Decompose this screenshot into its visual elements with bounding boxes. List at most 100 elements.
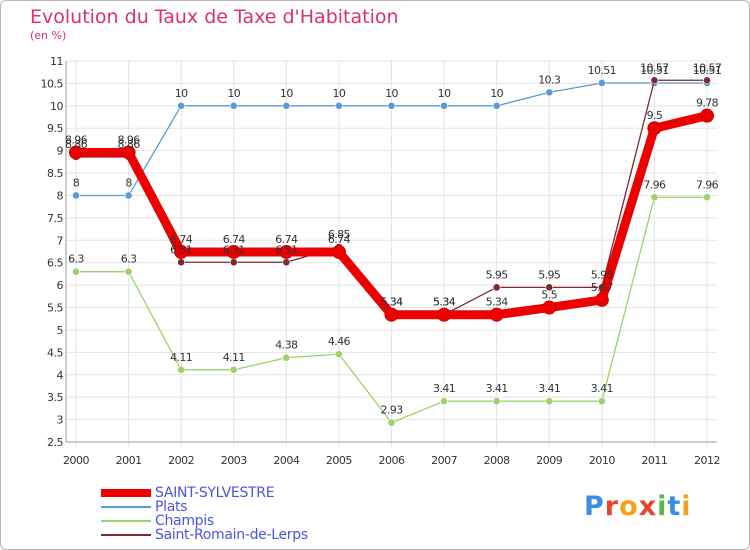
data-label: 5.95 xyxy=(591,268,614,281)
y-tick-label: 10 xyxy=(50,100,63,113)
legend-swatch xyxy=(101,489,151,497)
data-label: 10.57 xyxy=(640,61,669,74)
data-point xyxy=(124,191,133,200)
data-point xyxy=(387,101,396,110)
data-label: 10 xyxy=(490,87,503,100)
data-label: 7.96 xyxy=(696,178,719,191)
x-tick-label: 2003 xyxy=(221,454,247,467)
data-label: 6.74 xyxy=(275,233,298,246)
x-tick-label: 2001 xyxy=(116,454,142,467)
data-point xyxy=(72,267,80,276)
data-point xyxy=(440,101,448,110)
y-tick-label: 11 xyxy=(50,55,63,68)
data-point xyxy=(594,292,609,307)
data-label: 6.85 xyxy=(328,228,351,241)
data-label: 6.51 xyxy=(275,243,297,256)
data-label: 6.51 xyxy=(170,243,192,256)
logo-letter: x xyxy=(638,491,658,522)
y-tick-label: 9 xyxy=(57,145,64,158)
data-label: 10 xyxy=(227,87,240,100)
y-tick-label: 7.5 xyxy=(47,212,63,225)
data-point xyxy=(282,101,291,110)
data-point xyxy=(177,365,186,374)
data-point xyxy=(229,258,238,267)
data-label: 5.34 xyxy=(486,296,509,309)
data-label: 10 xyxy=(175,87,188,100)
data-point xyxy=(282,258,291,267)
y-tick-label: 10.5 xyxy=(41,77,64,90)
data-label: 4.46 xyxy=(328,335,351,348)
y-tick-label: 4.5 xyxy=(47,346,63,359)
x-tick-label: 2002 xyxy=(168,454,194,467)
data-label: 6.74 xyxy=(328,233,351,246)
x-tick-label: 2007 xyxy=(431,454,457,467)
x-tick-label: 2004 xyxy=(273,454,299,467)
y-tick-label: 7 xyxy=(57,234,64,247)
data-label: 4.11 xyxy=(170,351,192,364)
logo-letter: r xyxy=(604,491,620,522)
data-label: 4.11 xyxy=(223,351,245,364)
data-label: 10.3 xyxy=(538,73,561,86)
x-tick-label: 2000 xyxy=(63,454,89,467)
data-point xyxy=(647,121,662,136)
legend-label: SAINT-SYLVESTRE xyxy=(155,485,275,501)
y-tick-label: 8 xyxy=(57,189,64,202)
data-point xyxy=(229,101,238,110)
data-label: 10.51 xyxy=(640,64,669,77)
data-label: 7.96 xyxy=(643,178,666,191)
data-point xyxy=(387,418,396,427)
data-point xyxy=(124,267,133,276)
x-tick-label: 2005 xyxy=(326,454,352,467)
data-label: 3.41 xyxy=(486,382,508,395)
data-point xyxy=(492,101,501,110)
data-point xyxy=(69,145,83,160)
data-label: 5.34 xyxy=(433,296,456,309)
data-point xyxy=(121,145,136,160)
data-label: 10.51 xyxy=(588,64,617,77)
data-point xyxy=(492,397,501,406)
data-point xyxy=(700,108,714,123)
data-point xyxy=(174,244,189,259)
data-label: 8 xyxy=(73,176,80,189)
data-label: 5.67 xyxy=(591,281,614,294)
data-point xyxy=(331,244,346,259)
data-point xyxy=(177,258,186,267)
data-label: 10 xyxy=(280,87,293,100)
data-point xyxy=(545,283,554,292)
data-point xyxy=(542,300,557,315)
data-label: 6.74 xyxy=(170,233,193,246)
legend-label: Plats xyxy=(155,499,188,515)
data-point xyxy=(279,244,294,259)
data-label: 8.96 xyxy=(65,133,88,146)
x-tick-label: 2011 xyxy=(641,454,667,467)
x-tick-label: 2009 xyxy=(536,454,562,467)
chart-title: Evolution du Taux de Taxe d'Habitation xyxy=(30,6,399,28)
y-tick-label: 3 xyxy=(57,414,64,427)
logo-letter: t xyxy=(667,491,682,522)
data-label: 10.57 xyxy=(693,61,722,74)
data-point xyxy=(384,307,399,322)
data-label: 5.95 xyxy=(486,268,509,281)
chart-unit: (en %) xyxy=(30,29,67,42)
data-label: 8.86 xyxy=(118,138,141,151)
legend-item: Saint-Romain-de-Lerps xyxy=(101,527,361,543)
y-tick-label: 5.5 xyxy=(47,302,63,315)
data-point xyxy=(492,283,501,292)
data-label: 8.96 xyxy=(118,133,141,146)
logo-letter: o xyxy=(619,491,639,522)
legend-label: Champis xyxy=(155,513,214,529)
y-tick-label: 6 xyxy=(57,279,64,292)
data-label: 8.86 xyxy=(65,138,88,151)
logo-letter: P xyxy=(584,491,605,522)
data-point xyxy=(545,88,554,97)
data-label: 3.41 xyxy=(433,382,455,395)
data-point xyxy=(703,76,711,85)
legend-item: SAINT-SYLVESTRE xyxy=(101,485,361,501)
data-point xyxy=(226,244,241,259)
x-tick-label: 2006 xyxy=(379,454,405,467)
x-tick-label: 2012 xyxy=(694,454,720,467)
data-label: 5.95 xyxy=(538,268,561,281)
legend-swatch xyxy=(101,534,151,536)
